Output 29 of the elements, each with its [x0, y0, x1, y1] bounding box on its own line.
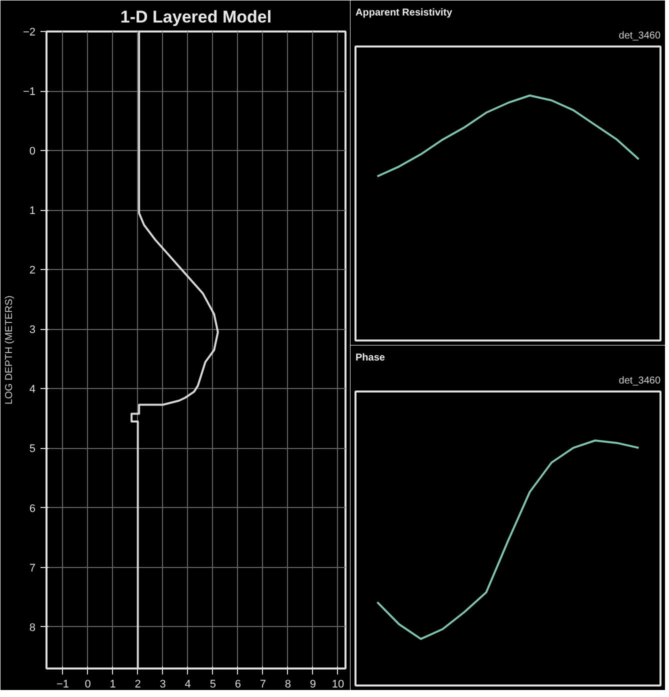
x-tick-label: 8: [284, 678, 292, 690]
y-tick-label: 7: [29, 562, 36, 574]
x-tick-label: 7: [260, 678, 266, 690]
y-axis-title: LOG DEPTH (METERS): [4, 296, 15, 404]
y-tick-label: 1: [29, 205, 36, 218]
y-tick-label: −2: [22, 26, 36, 38]
x-tick-label: 9: [310, 678, 316, 690]
x-tick-label: 5: [210, 678, 216, 690]
chart-title: Phase: [356, 352, 386, 364]
x-tick-label: −1: [56, 678, 70, 690]
chart-title: 1-D Layered Model: [120, 8, 272, 26]
y-tick-label: 6: [29, 502, 36, 515]
y-tick-label: 3: [29, 324, 36, 336]
text: det_3460: [618, 376, 661, 386]
text: det_3460: [618, 30, 661, 42]
x-tick-label: 4: [184, 678, 191, 690]
x-tick-label: 2: [134, 678, 141, 690]
y-tick-label: −1: [22, 86, 36, 98]
x-tick-label: 1: [110, 678, 116, 690]
x-tick-label: 0: [84, 678, 91, 690]
x-tick-label: 6: [234, 678, 241, 690]
chart-title: Apparent Resistivity: [356, 8, 453, 18]
y-tick-label: 2: [29, 264, 36, 277]
y-tick-label: 0: [29, 146, 36, 158]
x-tick-label: 10: [332, 678, 344, 690]
y-tick-label: 4: [29, 384, 36, 396]
x-tick-label: 3: [160, 678, 166, 690]
y-tick-label: 8: [29, 622, 36, 634]
y-tick-label: 5: [29, 443, 36, 456]
